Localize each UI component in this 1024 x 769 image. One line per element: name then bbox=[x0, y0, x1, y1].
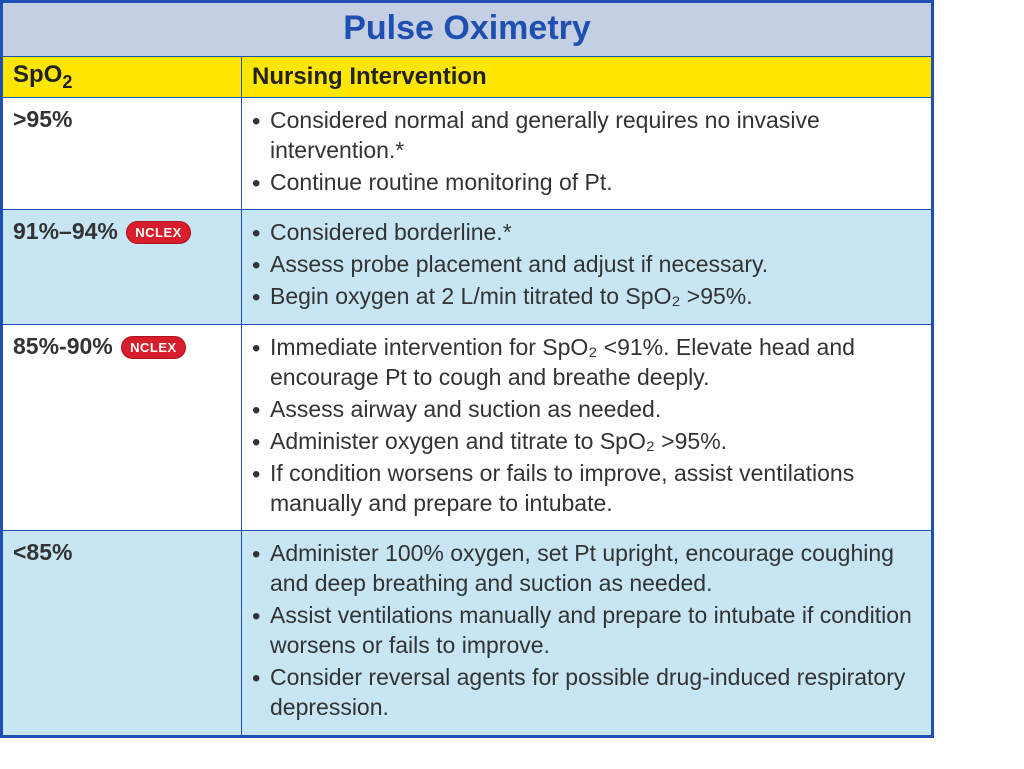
list-item: Considered normal and generally requires… bbox=[252, 106, 921, 166]
intervention-cell: Considered normal and generally requires… bbox=[242, 97, 932, 210]
nclex-badge: NCLEX bbox=[121, 336, 186, 359]
col-header-spo2: SpO2 bbox=[3, 57, 242, 97]
list-item: Assess airway and suction as needed. bbox=[252, 395, 921, 425]
pulse-oximetry-card: Pulse Oximetry SpO2 Nursing Intervention… bbox=[0, 0, 934, 738]
col-header-spo2-main: SpO bbox=[13, 61, 62, 88]
spo2-label: 85%-90% bbox=[13, 333, 113, 360]
spo2-cell: 85%-90% NCLEX bbox=[3, 325, 242, 531]
spo2-cell: >95% bbox=[3, 97, 242, 210]
intervention-list: Immediate intervention for SpO₂ <91%. El… bbox=[252, 333, 921, 518]
list-item: If condition worsens or fails to improve… bbox=[252, 459, 921, 519]
oximetry-table: SpO2 Nursing Intervention >95% Considered… bbox=[3, 57, 931, 735]
title-row: Pulse Oximetry bbox=[3, 3, 931, 57]
table-row: 85%-90% NCLEXImmediate intervention for … bbox=[3, 325, 931, 531]
intervention-list: Considered borderline.*Assess probe plac… bbox=[252, 218, 921, 312]
table-row: <85% Administer 100% oxygen, set Pt uprig… bbox=[3, 531, 931, 735]
table-row: 91%–94% NCLEXConsidered borderline.*Asse… bbox=[3, 210, 931, 325]
intervention-list: Considered normal and generally requires… bbox=[252, 106, 921, 198]
intervention-cell: Considered borderline.*Assess probe plac… bbox=[242, 210, 932, 325]
list-item: Continue routine monitoring of Pt. bbox=[252, 168, 921, 198]
list-item: Begin oxygen at 2 L/min titrated to SpO₂… bbox=[252, 282, 921, 312]
table-row: >95% Considered normal and generally requ… bbox=[3, 97, 931, 210]
intervention-cell: Immediate intervention for SpO₂ <91%. El… bbox=[242, 325, 932, 531]
list-item: Administer 100% oxygen, set Pt upright, … bbox=[252, 539, 921, 599]
list-item: Assist ventilations manually and prepare… bbox=[252, 601, 921, 661]
spo2-cell: <85% bbox=[3, 531, 242, 735]
list-item: Immediate intervention for SpO₂ <91%. El… bbox=[252, 333, 921, 393]
list-item: Considered borderline.* bbox=[252, 218, 921, 248]
spo2-cell: 91%–94% NCLEX bbox=[3, 210, 242, 325]
spo2-label: 91%–94% bbox=[13, 218, 118, 245]
table-body: >95% Considered normal and generally requ… bbox=[3, 97, 931, 735]
col-header-spo2-sub: 2 bbox=[62, 72, 72, 92]
list-item: Consider reversal agents for possible dr… bbox=[252, 663, 921, 723]
spo2-label: <85% bbox=[13, 539, 72, 566]
col-header-intervention: Nursing Intervention bbox=[242, 57, 932, 97]
intervention-list: Administer 100% oxygen, set Pt upright, … bbox=[252, 539, 921, 722]
card-title: Pulse Oximetry bbox=[343, 9, 591, 47]
intervention-cell: Administer 100% oxygen, set Pt upright, … bbox=[242, 531, 932, 735]
list-item: Assess probe placement and adjust if nec… bbox=[252, 250, 921, 280]
spo2-label: >95% bbox=[13, 106, 72, 133]
nclex-badge: NCLEX bbox=[126, 221, 191, 244]
list-item: Administer oxygen and titrate to SpO₂ >9… bbox=[252, 427, 921, 457]
